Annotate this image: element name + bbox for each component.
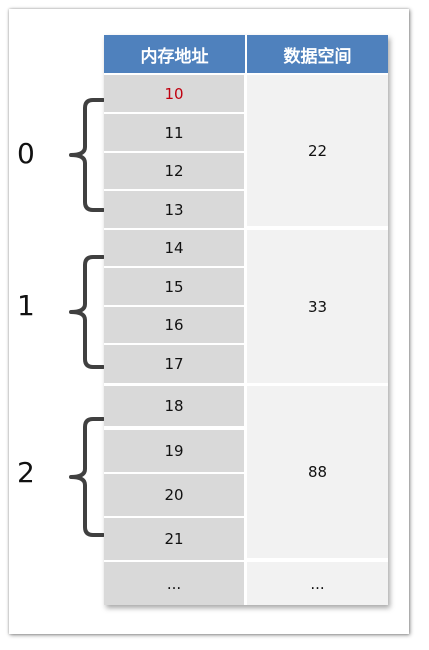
- header-memory-address: 内存地址: [104, 35, 245, 73]
- data-cell: ...: [247, 562, 388, 605]
- memory-table: 内存地址 数据空间 10 11 12 13 14 15 16 17 18 19 …: [104, 35, 388, 605]
- header-data-space: 数据空间: [247, 35, 388, 73]
- brace-icon: [69, 417, 105, 537]
- address-cell: 18: [104, 386, 244, 428]
- group-label-2: 2: [17, 456, 35, 489]
- address-cell: 20: [104, 474, 244, 518]
- brace-icon: [69, 255, 105, 369]
- address-cell: 12: [104, 153, 244, 191]
- group-label-1: 1: [17, 289, 35, 322]
- address-cell: 19: [104, 430, 244, 474]
- address-cell: 14: [104, 230, 244, 268]
- group-label-0: 0: [17, 137, 35, 170]
- address-cell: 17: [104, 345, 244, 385]
- address-cell: 13: [104, 191, 244, 230]
- address-cell: 16: [104, 307, 244, 345]
- data-cell: 22: [247, 75, 388, 228]
- address-cell: 21: [104, 518, 244, 562]
- address-cell: 10: [104, 75, 244, 114]
- address-cell: 11: [104, 114, 244, 153]
- address-cell: ...: [104, 562, 244, 605]
- data-cell: 88: [247, 386, 388, 560]
- brace-icon: [69, 98, 105, 212]
- address-cell: 15: [104, 268, 244, 307]
- data-cell: 33: [247, 230, 388, 385]
